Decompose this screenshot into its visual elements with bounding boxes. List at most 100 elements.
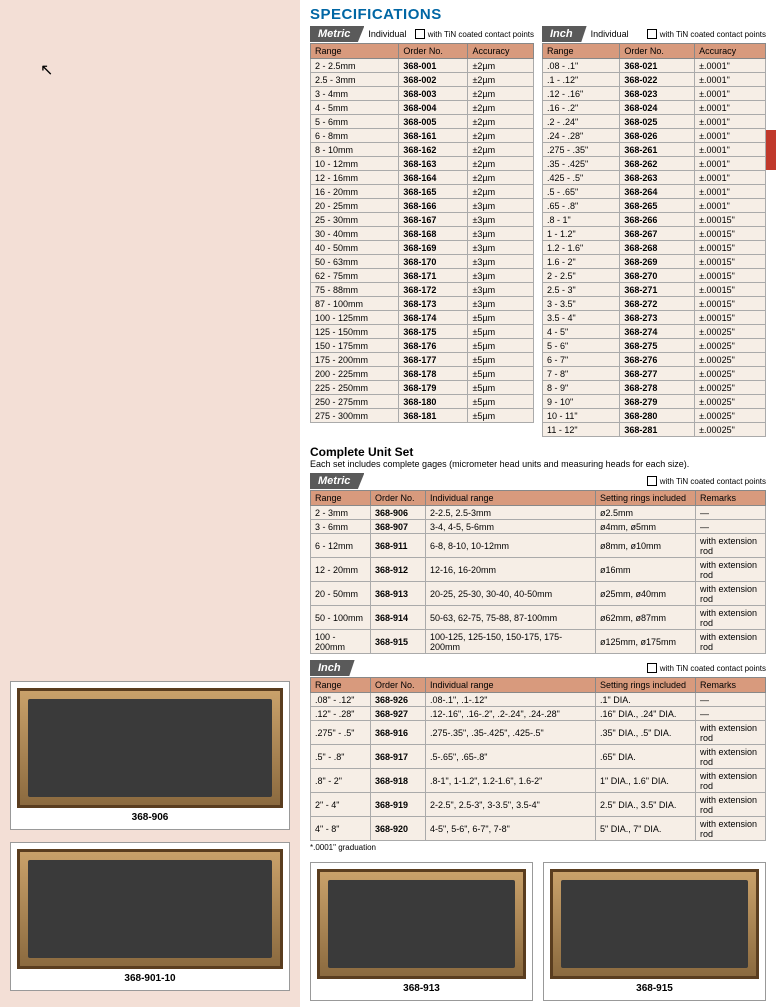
table-row: 25 - 30mm368-167±3µm — [311, 213, 534, 227]
table-row: 125 - 150mm368-175±5µm — [311, 325, 534, 339]
cell: 8 - 9" — [543, 381, 620, 395]
section-title: SPECIFICATIONS — [310, 6, 766, 23]
table-row: .08 - .1"368-021±.0001" — [543, 59, 766, 73]
col-header: Order No. — [371, 678, 426, 693]
cell: .08" - .12" — [311, 693, 371, 707]
cell: ±2µm — [468, 115, 534, 129]
cell: 2-2.5", 2.5-3", 3-3.5", 3.5-4" — [426, 793, 596, 817]
cell: 368-003 — [399, 87, 468, 101]
inch-sub: Individual — [591, 29, 629, 39]
cell: 368-918 — [371, 769, 426, 793]
cell: ±.00015" — [695, 255, 766, 269]
cell: 368-178 — [399, 367, 468, 381]
complete-unit-set-title: Complete Unit Set — [310, 445, 766, 459]
table-row: 50 - 63mm368-170±3µm — [311, 255, 534, 269]
cell: ±3µm — [468, 213, 534, 227]
cell: ±.00015" — [695, 241, 766, 255]
cell: 2.5 - 3mm — [311, 73, 399, 87]
cell: 12 - 16mm — [311, 171, 399, 185]
table-row: 8 - 10mm368-162±2µm — [311, 143, 534, 157]
col-header: Range — [311, 678, 371, 693]
cell: 368-268 — [620, 241, 695, 255]
table-row: .24 - .28"368-026±.0001" — [543, 129, 766, 143]
tin-checkbox-icon — [647, 476, 657, 486]
cell: ±3µm — [468, 283, 534, 297]
side-tab — [766, 130, 776, 170]
table-row: 2 - 3mm368-9062-2.5, 2.5-3mmø2.5mm— — [311, 506, 766, 520]
cell: 368-261 — [620, 143, 695, 157]
table-row: .12 - .16"368-023±.0001" — [543, 87, 766, 101]
product-box-2: 368-901-10 — [10, 842, 290, 991]
cell: ±3µm — [468, 241, 534, 255]
table-row: 50 - 100mm368-91450-63, 62-75, 75-88, 87… — [311, 606, 766, 630]
tin-checkbox-icon — [415, 29, 425, 39]
tin-label: with TiN coated contact points — [428, 30, 534, 39]
cell: ±3µm — [468, 269, 534, 283]
cell: 11 - 12" — [543, 423, 620, 437]
cell: .16" DIA., .24" DIA. — [596, 707, 696, 721]
table-row: 12 - 20mm368-91212-16, 16-20mmø16mmwith … — [311, 558, 766, 582]
cell: 2 - 2.5" — [543, 269, 620, 283]
tin-checkbox-icon — [647, 663, 657, 673]
set-inch-table: RangeOrder No.Individual rangeSetting ri… — [310, 677, 766, 841]
cell: 6-8, 8-10, 10-12mm — [426, 534, 596, 558]
cell: — — [696, 506, 766, 520]
cell: .24 - .28" — [543, 129, 620, 143]
cell: 150 - 175mm — [311, 339, 399, 353]
cell: 368-181 — [399, 409, 468, 423]
cell: 368-170 — [399, 255, 468, 269]
cell: 2.5" DIA., 3.5" DIA. — [596, 793, 696, 817]
table-row: 20 - 25mm368-166±3µm — [311, 199, 534, 213]
cell: ±2µm — [468, 171, 534, 185]
complete-unit-set-desc: Each set includes complete gages (microm… — [310, 459, 766, 469]
cell: with extension rod — [696, 630, 766, 654]
cell: 368-263 — [620, 171, 695, 185]
cell: .1" DIA. — [596, 693, 696, 707]
cell: 368-180 — [399, 395, 468, 409]
cell: 5" DIA., 7" DIA. — [596, 817, 696, 841]
table-row: 11 - 12"368-281±.00025" — [543, 423, 766, 437]
cell: 368-911 — [371, 534, 426, 558]
cell: 368-161 — [399, 129, 468, 143]
cell: .8-1", 1-1.2", 1.2-1.6", 1.6-2" — [426, 769, 596, 793]
cell: .5-.65", .65-.8" — [426, 745, 596, 769]
cell: .65" DIA. — [596, 745, 696, 769]
cell: — — [696, 693, 766, 707]
cell: ±3µm — [468, 297, 534, 311]
cell: 125 - 150mm — [311, 325, 399, 339]
cell: ø62mm, ø87mm — [596, 606, 696, 630]
cell: 20 - 25mm — [311, 199, 399, 213]
cell: 368-274 — [620, 325, 695, 339]
cell: 20-25, 25-30, 30-40, 40-50mm — [426, 582, 596, 606]
cell: 275 - 300mm — [311, 409, 399, 423]
right-column: SPECIFICATIONS Metric Individual with Ti… — [300, 0, 776, 1007]
cell: 368-165 — [399, 185, 468, 199]
cell: ±.0001" — [695, 171, 766, 185]
cell: 368-269 — [620, 255, 695, 269]
cell: 1" DIA., 1.6" DIA. — [596, 769, 696, 793]
cell: 368-025 — [620, 115, 695, 129]
col-header: Order No. — [620, 44, 695, 59]
cell: .65 - .8" — [543, 199, 620, 213]
product-caption: 368-915 — [550, 983, 759, 994]
cell: 368-172 — [399, 283, 468, 297]
cell: .12-.16", .16-.2", .2-.24", .24-.28" — [426, 707, 596, 721]
cell: ±2µm — [468, 129, 534, 143]
cell: .8" - 2" — [311, 769, 371, 793]
tin-label: with TiN coated contact points — [660, 30, 766, 39]
cell: 368-168 — [399, 227, 468, 241]
cell: 368-171 — [399, 269, 468, 283]
cell: 3.5 - 4" — [543, 311, 620, 325]
cell: 368-926 — [371, 693, 426, 707]
cell: 368-173 — [399, 297, 468, 311]
table-row: .35 - .425"368-262±.0001" — [543, 157, 766, 171]
cell: 368-919 — [371, 793, 426, 817]
col-header: Accuracy — [695, 44, 766, 59]
table-row: 87 - 100mm368-173±3µm — [311, 297, 534, 311]
table-row: .2 - .24"368-025±.0001" — [543, 115, 766, 129]
cell: ±.00025" — [695, 339, 766, 353]
metric-tab: Metric — [310, 26, 364, 42]
cell: 368-273 — [620, 311, 695, 325]
cell: 5 - 6" — [543, 339, 620, 353]
table-row: .8" - 2"368-918.8-1", 1-1.2", 1.2-1.6", … — [311, 769, 766, 793]
